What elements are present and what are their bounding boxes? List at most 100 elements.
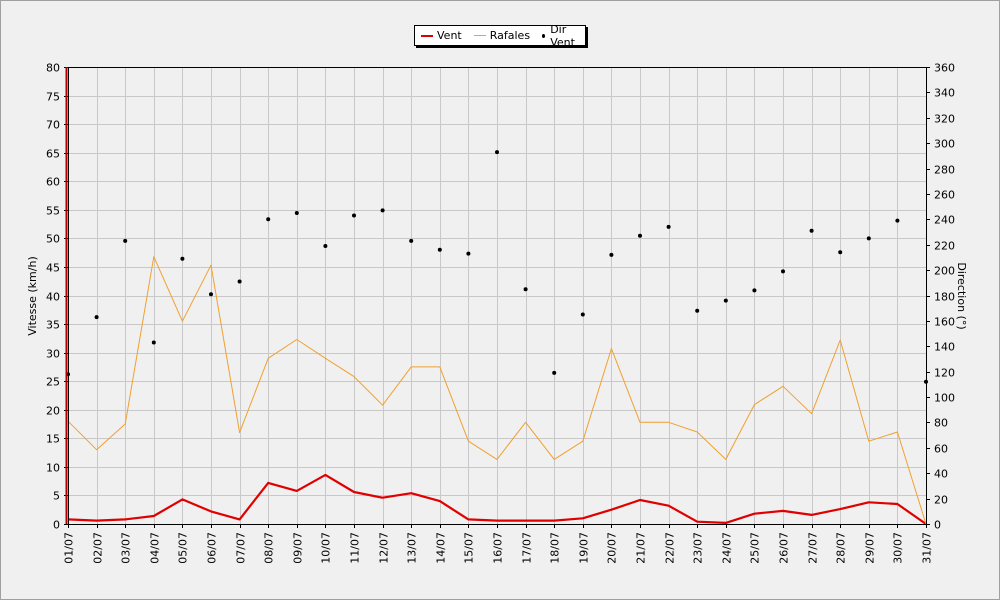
series-point-dir-vent xyxy=(552,370,557,375)
legend-item-dir-vent: Dir Vent xyxy=(538,23,585,49)
y-tick-label: 50 xyxy=(46,233,60,246)
series-point-dir-vent xyxy=(695,308,700,313)
y2-tick-label: 140 xyxy=(934,341,955,354)
y-tick-label: 10 xyxy=(46,462,60,475)
series-point-dir-vent xyxy=(752,288,757,293)
legend: Vent Rafales Dir Vent xyxy=(414,23,586,49)
y-tick-label: 0 xyxy=(53,519,60,532)
x-tick-label: 20/07 xyxy=(606,532,619,564)
x-tick-label: 18/07 xyxy=(549,532,562,564)
series-point-dir-vent xyxy=(609,252,614,257)
y2-tick-label: 40 xyxy=(934,468,948,481)
y-tick-label: 15 xyxy=(46,433,60,446)
x-tick-label: 25/07 xyxy=(749,532,762,564)
x-tick-label: 06/07 xyxy=(206,532,219,564)
y2-tick-label: 180 xyxy=(934,291,955,304)
series-point-dir-vent xyxy=(123,238,128,243)
legend-item-rafales: Rafales xyxy=(473,29,531,42)
x-tick-label: 09/07 xyxy=(292,532,305,564)
y-tick-label: 65 xyxy=(46,148,60,161)
y2-tick-label: 220 xyxy=(934,240,955,253)
x-tick-label: 07/07 xyxy=(235,532,248,564)
axes xyxy=(64,67,930,528)
x-tick-label: 30/07 xyxy=(892,532,905,564)
y-tick-label: 60 xyxy=(46,176,60,189)
legend-label-dir-vent: Dir Vent xyxy=(550,22,575,49)
series-point-dir-vent xyxy=(151,340,156,345)
x-tick-label: 27/07 xyxy=(807,532,820,564)
legend-swatch-dir-vent xyxy=(542,33,546,38)
series-point-dir-vent xyxy=(666,224,671,229)
y-tick-label: 35 xyxy=(46,319,60,332)
series-point-dir-vent xyxy=(638,233,642,238)
y-tick-label: 70 xyxy=(46,119,60,132)
x-tick-label: 04/07 xyxy=(149,532,162,564)
y2-tick-label: 80 xyxy=(934,417,948,430)
y2-tick-label: 20 xyxy=(934,494,948,507)
series-point-dir-vent xyxy=(466,251,471,256)
series-point-dir-vent xyxy=(523,287,528,292)
y2-tick-label: 280 xyxy=(934,164,955,177)
x-tick-label: 17/07 xyxy=(521,532,534,564)
series-point-dir-vent xyxy=(237,279,242,284)
y2-tick-label: 240 xyxy=(934,214,955,227)
x-tick-label: 31/07 xyxy=(921,532,934,564)
x-tick-label: 12/07 xyxy=(378,532,391,564)
y2-tick-label: 300 xyxy=(934,138,955,151)
series-point-dir-vent xyxy=(809,228,814,233)
y2-tick-label: 120 xyxy=(934,367,955,380)
x-tick-label: 03/07 xyxy=(120,532,133,564)
y-tick-label: 25 xyxy=(46,376,60,389)
y2-axis-title: Direction (°) xyxy=(955,262,968,329)
series-point-dir-vent xyxy=(409,238,414,243)
x-tick-label: 11/07 xyxy=(349,532,362,564)
series-line-vent xyxy=(67,473,927,525)
x-tick-label: 21/07 xyxy=(635,532,648,564)
y2-tick-label: 260 xyxy=(934,189,955,202)
series-point-dir-vent xyxy=(380,208,385,213)
y2-tick-label: 360 xyxy=(934,62,955,75)
series-point-dir-vent xyxy=(838,250,843,255)
tick-labels: 0 5 10 15 20 25 30 35 40 45 50 55 60 65 70 75 80 0 20 40 60 8… xyxy=(46,62,955,564)
legend-swatch-vent xyxy=(421,34,433,37)
series-point-dir-vent xyxy=(180,256,185,261)
legend-label-rafales: Rafales xyxy=(489,29,531,42)
y-tick-label: 45 xyxy=(46,262,60,275)
legend-item-vent: Vent xyxy=(421,29,462,42)
x-tick-label: 02/07 xyxy=(92,532,105,564)
x-tick-label: 19/07 xyxy=(578,532,591,564)
y2-tick-label: 160 xyxy=(934,316,955,329)
series-point-dir-vent xyxy=(323,244,328,248)
x-tick-label: 05/07 xyxy=(177,532,190,564)
legend-swatch-rafales xyxy=(473,35,486,36)
series-point-dir-vent xyxy=(495,150,499,155)
series-layer xyxy=(66,150,928,525)
x-tick-label: 23/07 xyxy=(692,532,705,564)
x-tick-label: 28/07 xyxy=(835,532,848,564)
y-axis-title: Vitesse (km/h) xyxy=(26,256,39,336)
x-tick-label: 29/07 xyxy=(864,532,877,564)
y2-tick-label: 100 xyxy=(934,392,955,405)
series-point-dir-vent xyxy=(94,315,99,320)
series-point-dir-vent xyxy=(352,213,356,218)
series-point-dir-vent xyxy=(895,218,900,223)
series-point-dir-vent xyxy=(580,312,585,317)
x-tick-label: 10/07 xyxy=(320,532,333,564)
series-point-dir-vent xyxy=(723,298,728,303)
y-tick-label: 55 xyxy=(46,205,60,218)
y2-tick-label: 320 xyxy=(934,113,955,126)
y-tick-label: 30 xyxy=(46,348,60,361)
y-tick-label: 20 xyxy=(46,405,60,418)
series-point-dir-vent xyxy=(266,217,271,222)
x-tick-label: 16/07 xyxy=(492,532,505,564)
y-tick-label: 5 xyxy=(53,490,60,503)
x-tick-label: 13/07 xyxy=(406,532,419,564)
series-point-dir-vent xyxy=(209,292,213,297)
y2-tick-label: 340 xyxy=(934,87,955,100)
x-tick-label: 26/07 xyxy=(778,532,791,564)
series-point-dir-vent xyxy=(437,247,442,252)
grid xyxy=(68,67,927,525)
series-point-dir-vent xyxy=(781,269,785,274)
